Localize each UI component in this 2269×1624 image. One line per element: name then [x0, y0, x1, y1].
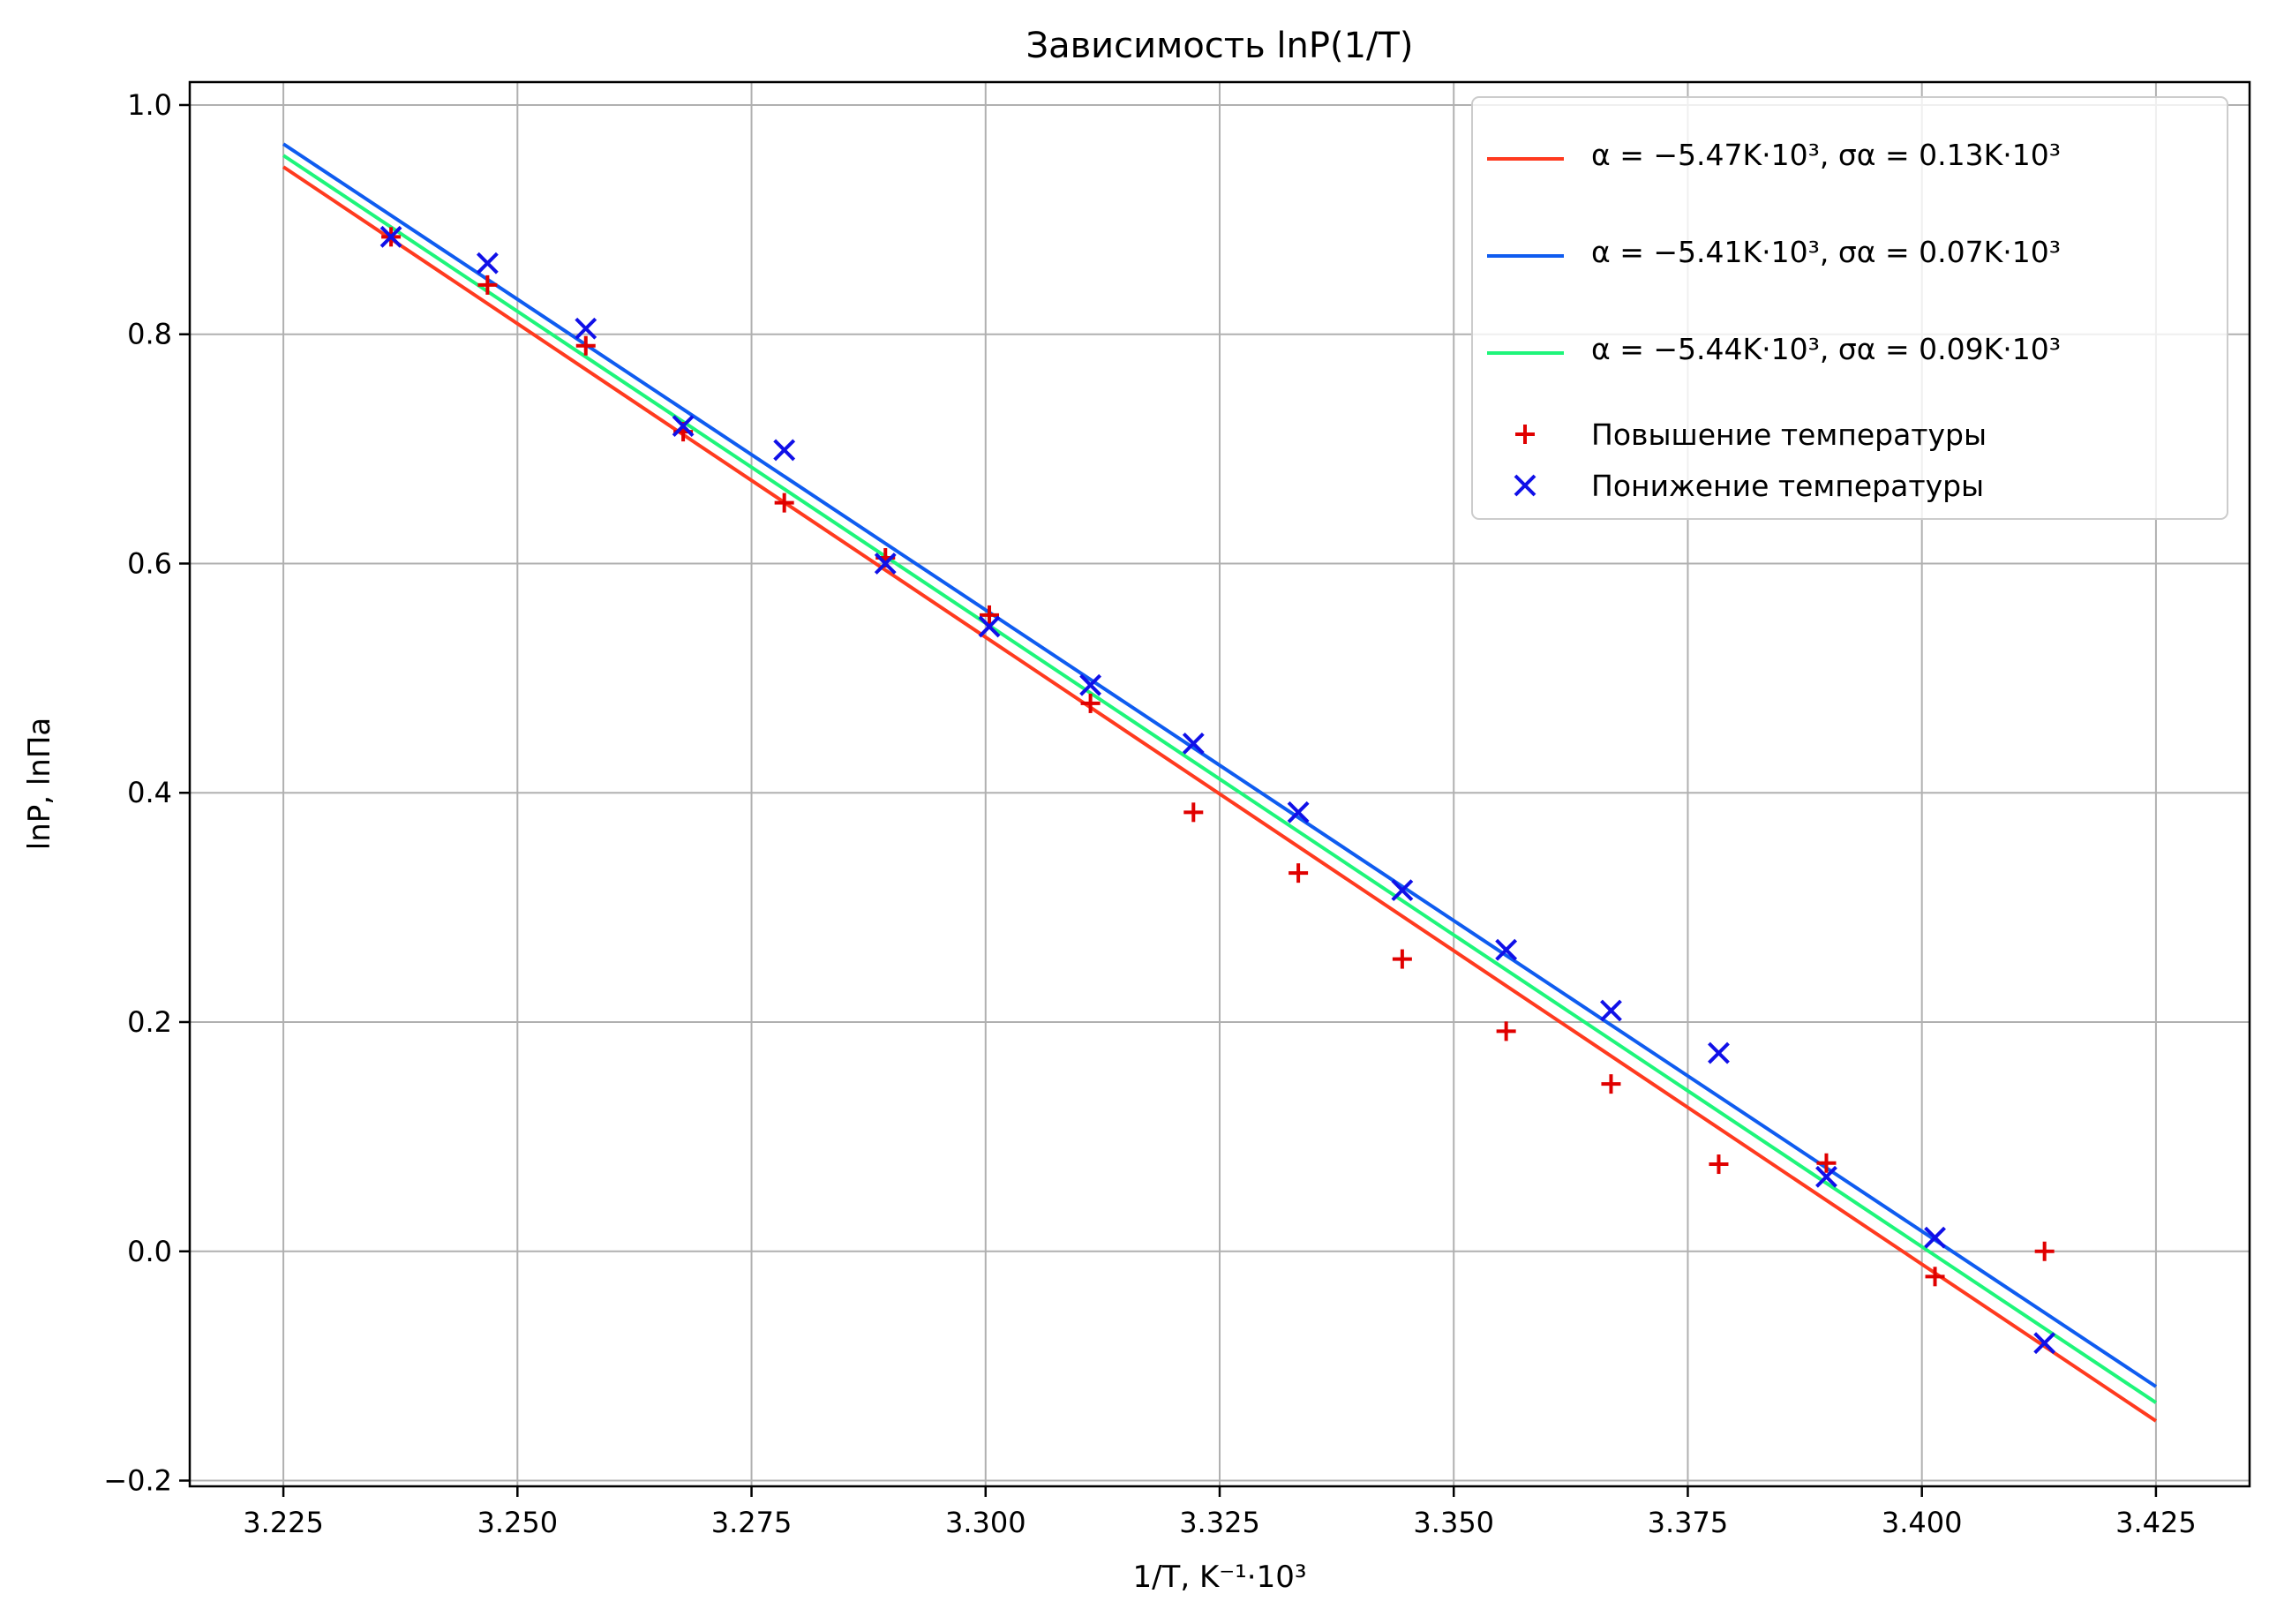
legend-entry-5: Понижение температуры [1591, 469, 1984, 503]
legend-marker-swatch [1514, 474, 1536, 497]
y-axis-label: lnP, lnПа [22, 718, 57, 851]
heating-point [1183, 802, 1204, 823]
x-tick-label: 3.250 [477, 1506, 559, 1539]
cooling-point [1287, 801, 1310, 823]
cooling-point [1391, 879, 1414, 902]
heating-point [774, 492, 794, 513]
heating-point [1601, 1074, 1621, 1094]
cooling-point [773, 439, 796, 462]
y-tick-label: 0.6 [127, 546, 172, 580]
heating-point [575, 335, 596, 356]
y-tick-label: −0.2 [103, 1464, 172, 1498]
cooling-point [1182, 732, 1205, 755]
chart-title: Зависимость lnP(1/T) [1026, 26, 1413, 66]
cooling-point [1815, 1165, 1837, 1188]
y-tick-label: 0.8 [127, 318, 172, 351]
fit-line-1 [282, 165, 2158, 1423]
cooling-point [575, 317, 597, 340]
heating-point [980, 605, 1000, 625]
cooling-point [672, 415, 695, 438]
cooling-point [1600, 999, 1622, 1022]
legend-entry-3: α = −5.44K·10³, σα = 0.09K·10³ [1591, 332, 2061, 366]
cooling-point [379, 225, 402, 248]
legend-entry-4: Повышение температуры [1591, 417, 1987, 452]
cooling-point [1079, 673, 1102, 696]
heating-point [1709, 1154, 1729, 1175]
heating-point [1496, 1021, 1516, 1041]
cooling-point [2033, 1332, 2056, 1355]
x-axis: 3.225 3.250 3.275 3.300 3.325 3.350 3.375 3.400… [243, 1486, 2197, 1539]
x-tick-label: 3.425 [2115, 1506, 2197, 1539]
heating-point [477, 274, 498, 295]
x-axis-label: 1/T, K⁻¹·10³ [1132, 1560, 1306, 1595]
heating-point [2034, 1241, 2055, 1261]
x-tick-label: 3.350 [1413, 1506, 1494, 1539]
x-tick-label: 3.400 [1882, 1506, 1963, 1539]
heating-point [1080, 693, 1101, 713]
y-tick-label: 1.0 [127, 88, 172, 122]
cooling-point [1495, 938, 1518, 961]
legend: α = −5.47K·10³, σα = 0.13K·10³ α = −5.41K… [1471, 96, 2228, 520]
y-tick-label: 0.0 [127, 1235, 172, 1268]
cooling-point [1924, 1226, 1946, 1249]
legend-marker-swatch [1515, 425, 1535, 444]
cooling-point [1708, 1041, 1730, 1064]
x-tick-label: 3.225 [243, 1506, 324, 1539]
x-tick-label: 3.275 [711, 1506, 793, 1539]
fit-line-3 [282, 154, 2158, 1404]
y-tick-label: 0.2 [127, 1005, 172, 1039]
legend-box [1471, 96, 2228, 520]
y-axis: −0.2 0.0 0.2 0.4 0.6 0.8 1.0 [103, 88, 190, 1498]
fit-line-2 [282, 142, 2158, 1388]
plot-area [282, 142, 2158, 1423]
y-tick-label: 0.4 [127, 776, 172, 809]
cooling-point [874, 553, 897, 575]
heating-point [1392, 949, 1412, 969]
x-tick-label: 3.300 [945, 1506, 1026, 1539]
x-tick-label: 3.325 [1179, 1506, 1260, 1539]
heating-point [1925, 1267, 1945, 1287]
cooling-point [978, 615, 1001, 638]
cooling-point [476, 252, 499, 274]
x-tick-label: 3.375 [1648, 1506, 1729, 1539]
heating-point [1289, 863, 1309, 883]
legend-entry-1: α = −5.47K·10³, σα = 0.13K·10³ [1591, 138, 2061, 172]
legend-entry-2: α = −5.41K·10³, σα = 0.07K·10³ [1591, 235, 2061, 269]
heating-point [1816, 1153, 1837, 1173]
